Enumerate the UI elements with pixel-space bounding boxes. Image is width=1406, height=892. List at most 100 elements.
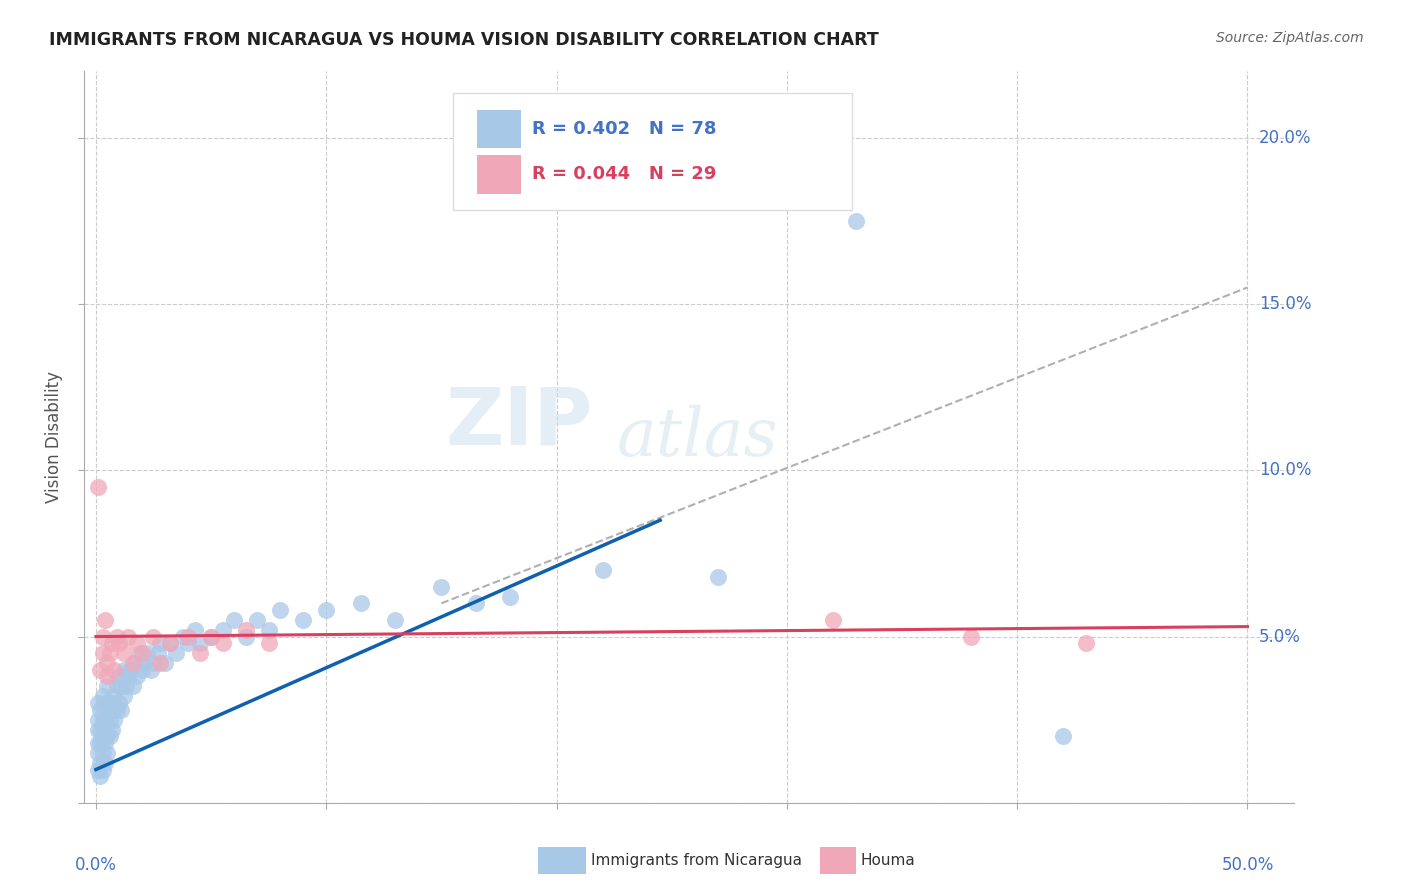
Point <box>117 630 139 644</box>
Point <box>87 763 110 777</box>
Point <box>101 636 124 650</box>
Text: 5.0%: 5.0% <box>1258 628 1301 646</box>
Point <box>87 480 110 494</box>
Point <box>821 613 844 627</box>
Point <box>96 669 118 683</box>
Point <box>188 636 211 650</box>
Point <box>211 623 233 637</box>
Point <box>96 729 118 743</box>
Point <box>159 636 181 650</box>
Point <box>91 713 114 727</box>
Point <box>89 756 111 770</box>
Point <box>159 636 181 650</box>
Text: R = 0.402   N = 78: R = 0.402 N = 78 <box>531 120 716 138</box>
FancyBboxPatch shape <box>453 94 852 211</box>
Point <box>172 630 194 644</box>
Point <box>350 596 373 610</box>
Point <box>135 646 157 660</box>
Point <box>98 646 121 660</box>
Y-axis label: Vision Disability: Vision Disability <box>45 371 63 503</box>
Point <box>94 736 117 750</box>
Point <box>98 713 121 727</box>
Point <box>96 680 118 694</box>
Point <box>127 669 149 683</box>
Point <box>121 680 143 694</box>
Point <box>117 669 139 683</box>
Point <box>96 746 118 760</box>
Point <box>103 690 125 704</box>
Point <box>235 630 257 644</box>
Text: R = 0.044   N = 29: R = 0.044 N = 29 <box>531 166 716 184</box>
Point <box>94 613 117 627</box>
Text: Source: ZipAtlas.com: Source: ZipAtlas.com <box>1216 31 1364 45</box>
Point <box>592 563 614 577</box>
Point <box>211 636 233 650</box>
Point <box>110 680 132 694</box>
Point <box>94 713 117 727</box>
Point <box>87 723 110 737</box>
Point <box>108 636 131 650</box>
Point <box>112 663 135 677</box>
Point <box>141 663 163 677</box>
Point <box>257 623 280 637</box>
Point <box>166 646 188 660</box>
Text: Immigrants from Nicaragua: Immigrants from Nicaragua <box>591 854 801 868</box>
Text: 15.0%: 15.0% <box>1258 295 1312 313</box>
Point <box>91 690 114 704</box>
Point <box>87 736 110 750</box>
Point <box>1076 636 1098 650</box>
Point <box>315 603 337 617</box>
Point <box>110 703 132 717</box>
Point <box>89 663 111 677</box>
Point <box>124 656 146 670</box>
Point <box>105 630 128 644</box>
Text: atlas: atlas <box>616 404 778 470</box>
Point <box>112 646 135 660</box>
Point <box>105 703 128 717</box>
Point <box>430 580 453 594</box>
Point <box>235 623 257 637</box>
Point <box>94 696 117 710</box>
Point <box>960 630 983 644</box>
Point <box>146 646 169 660</box>
Point <box>112 690 135 704</box>
Point <box>128 646 150 660</box>
Point <box>153 656 176 670</box>
Point <box>91 763 114 777</box>
Point <box>292 613 315 627</box>
Point <box>89 769 111 783</box>
Point <box>101 723 124 737</box>
Point <box>98 729 121 743</box>
Point <box>246 613 269 627</box>
Point <box>149 636 172 650</box>
FancyBboxPatch shape <box>478 155 520 194</box>
Point <box>200 630 222 644</box>
Point <box>89 736 111 750</box>
Point <box>103 713 125 727</box>
Point <box>257 636 280 650</box>
Point <box>103 663 125 677</box>
Point <box>96 656 118 670</box>
Point <box>1052 729 1074 743</box>
Point <box>87 713 110 727</box>
Text: IMMIGRANTS FROM NICARAGUA VS HOUMA VISION DISABILITY CORRELATION CHART: IMMIGRANTS FROM NICARAGUA VS HOUMA VISIO… <box>49 31 879 49</box>
Point <box>200 630 222 644</box>
Point <box>98 696 121 710</box>
Point <box>131 646 153 660</box>
Point <box>142 630 165 644</box>
Text: 50.0%: 50.0% <box>1222 856 1274 874</box>
Point <box>127 636 149 650</box>
Point <box>149 656 172 670</box>
Point <box>87 746 110 760</box>
Point <box>134 656 156 670</box>
Point <box>384 613 406 627</box>
Point <box>101 696 124 710</box>
Point <box>177 630 200 644</box>
Text: 20.0%: 20.0% <box>1258 128 1312 147</box>
Point <box>108 669 131 683</box>
Point <box>222 613 245 627</box>
Text: 10.0%: 10.0% <box>1258 461 1312 479</box>
Point <box>269 603 291 617</box>
Point <box>96 703 118 717</box>
Point <box>464 596 486 610</box>
